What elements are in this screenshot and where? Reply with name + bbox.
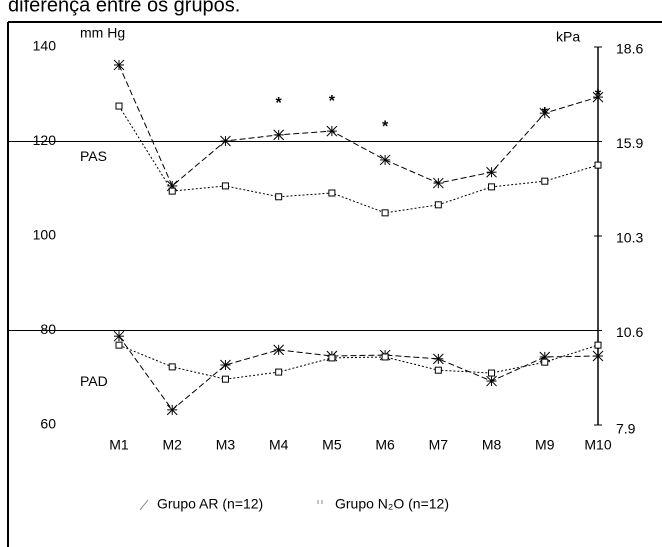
point: [381, 209, 389, 217]
legend-icon: [139, 499, 149, 511]
point: [115, 102, 123, 110]
point: [220, 359, 231, 371]
point-stroke: [220, 135, 231, 147]
point: [488, 183, 496, 191]
y-tick-label: 80: [40, 321, 56, 337]
point-stroke: [326, 125, 338, 137]
point-stroke: [113, 59, 125, 71]
point: [115, 341, 123, 349]
point-stroke: [592, 91, 604, 103]
point-stroke: [166, 404, 178, 416]
y-axis-label: mm Hg: [80, 25, 125, 41]
point: [220, 135, 231, 147]
point-stroke: [486, 166, 497, 178]
annotation: *: [542, 105, 549, 122]
point: [221, 182, 229, 190]
point: [221, 375, 229, 383]
y-tick-label: 120: [33, 132, 57, 148]
group-label: PAS: [80, 148, 107, 164]
point: [113, 59, 125, 71]
caption-top: diferença entre os grupos.: [8, 0, 240, 16]
x-tick-label: M4: [269, 437, 289, 453]
annotation: *: [276, 95, 283, 112]
series-line: [118, 105, 599, 214]
point-stroke: [273, 129, 285, 141]
point: [328, 189, 336, 197]
point-stroke: [539, 107, 551, 119]
point-stroke: [220, 359, 231, 371]
point: [275, 193, 283, 201]
y2-tick-label: 18.6: [616, 41, 643, 57]
x-tick-label: M1: [109, 437, 129, 453]
annotation: *: [329, 93, 336, 110]
point: [168, 187, 176, 195]
point-stroke: [379, 154, 391, 166]
point: [379, 154, 391, 166]
point: [488, 369, 496, 377]
legend-label: Grupo AR (n=12): [157, 496, 263, 512]
point: [592, 91, 604, 103]
annotation: *: [595, 87, 602, 104]
point: [273, 344, 285, 356]
point: [275, 368, 283, 376]
point: [541, 358, 549, 366]
x-tick-label: M6: [375, 437, 395, 453]
y2-tick-label: 10.6: [616, 324, 643, 340]
point: [434, 201, 442, 209]
y-tick-label: 140: [33, 38, 57, 54]
point: [113, 330, 125, 342]
point-stroke: [273, 344, 285, 356]
point-stroke: [432, 177, 444, 189]
point: [381, 353, 389, 361]
x-tick-label: M2: [162, 437, 182, 453]
point: [166, 404, 178, 416]
series-line: [118, 344, 599, 380]
x-tick-label: M8: [482, 437, 502, 453]
point-stroke: [113, 330, 125, 342]
point-stroke: [486, 375, 497, 387]
y2-tick-label: 15.9: [616, 135, 643, 151]
y-tick-label: 60: [40, 416, 56, 432]
y2-tick-label: 10.3: [616, 230, 643, 246]
point: [594, 341, 602, 349]
y2-tick-label: 7.9: [616, 421, 636, 437]
y2-axis-label: kPa: [556, 29, 580, 45]
point-stroke: [432, 353, 444, 365]
x-tick-label: M5: [322, 437, 342, 453]
point: [594, 161, 602, 169]
point: [168, 363, 176, 371]
point: [539, 107, 551, 119]
x-tick-label: M7: [429, 437, 449, 453]
point: [326, 125, 338, 137]
x-tick-label: M10: [584, 437, 611, 453]
point-stroke: [592, 350, 604, 362]
group-label: PAD: [80, 373, 108, 389]
legend-label: Grupo N₂O (n=12): [335, 496, 449, 512]
point: [486, 166, 497, 178]
point: [432, 353, 444, 365]
series-line: [118, 64, 599, 187]
point: [328, 354, 336, 362]
y-tick-label: 100: [33, 227, 57, 243]
series-line: [118, 335, 599, 411]
point: [432, 177, 444, 189]
x-tick-label: M9: [535, 437, 555, 453]
x-tick-label: M3: [216, 437, 236, 453]
point: [434, 366, 442, 374]
point: [541, 177, 549, 185]
annotation: *: [382, 118, 389, 135]
point: [592, 350, 604, 362]
point: [486, 375, 497, 387]
point: [273, 129, 285, 141]
